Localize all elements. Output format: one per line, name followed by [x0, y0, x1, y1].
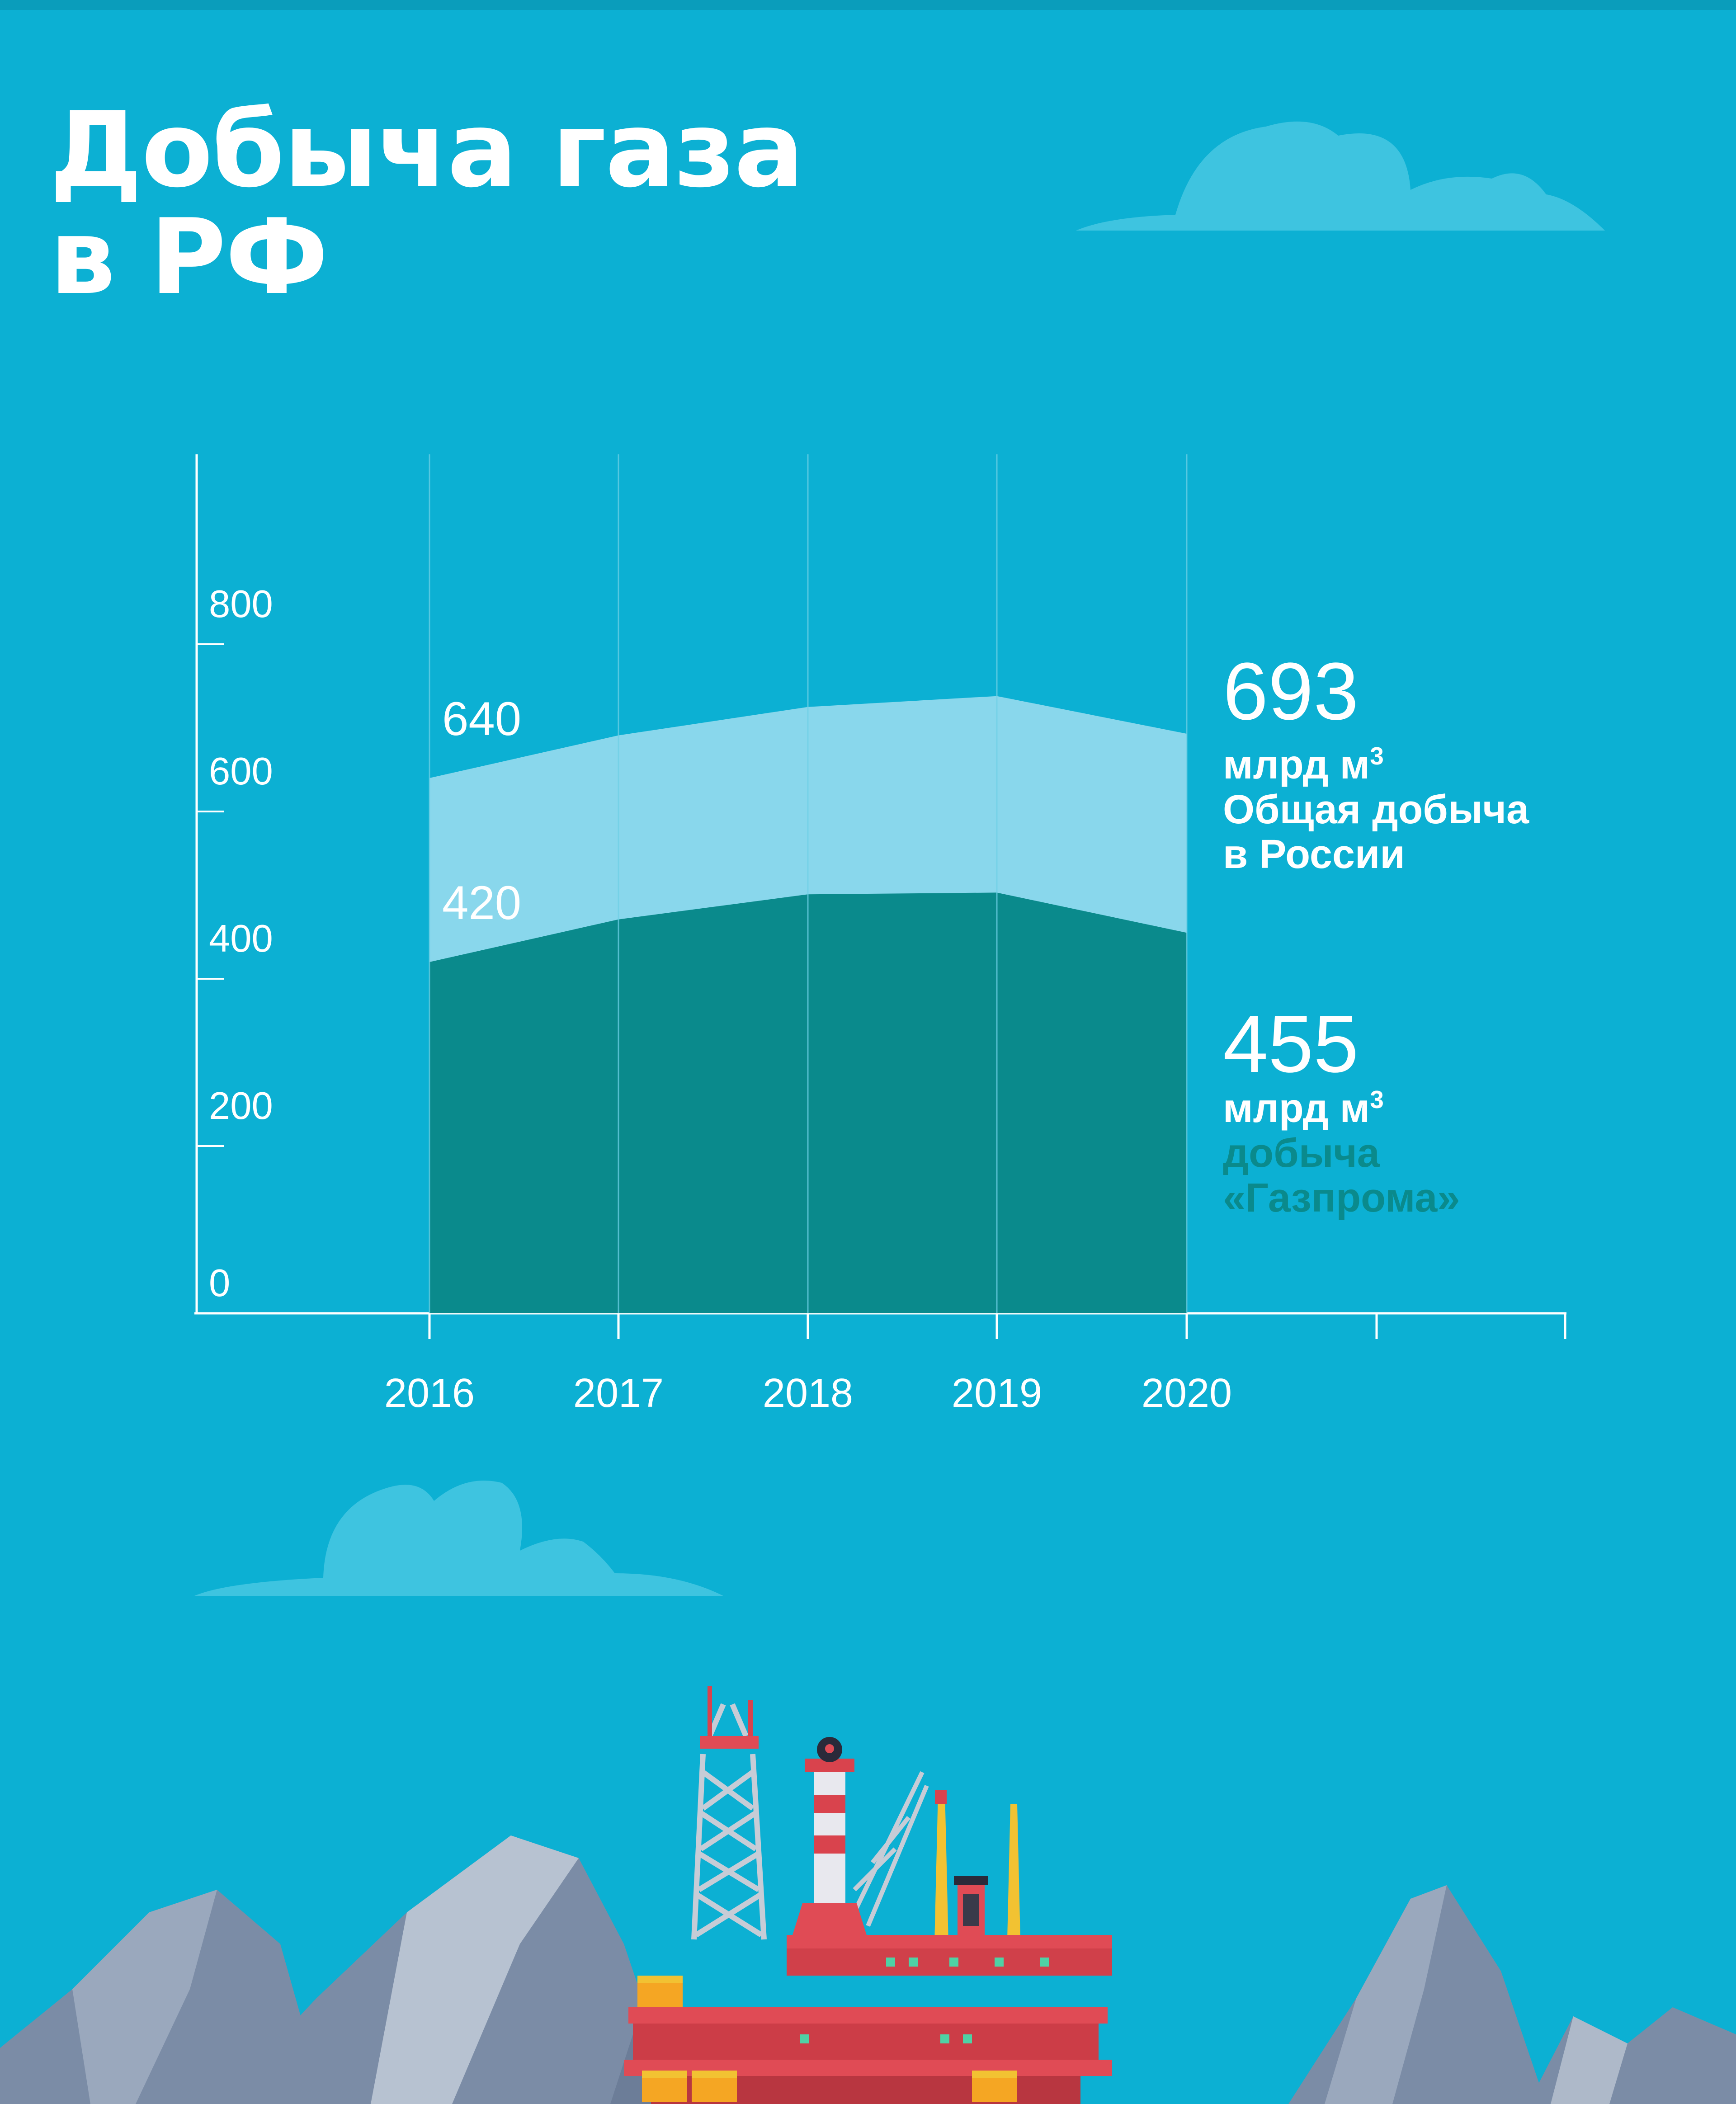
top-bar	[0, 0, 1736, 10]
data-label: 420	[442, 877, 521, 929]
annotation-total-desc-1: Общая добыча	[1223, 787, 1529, 832]
annotation-gazprom-desc-1: добыча	[1223, 1131, 1380, 1176]
annotation-total-unit-text: млрд м	[1223, 742, 1370, 788]
offshore-platform	[624, 1686, 1112, 2104]
annotation-total: 693 млрд м3 Общая добыча в России	[1223, 651, 1529, 877]
x-tick-label: 2016	[384, 1371, 475, 1416]
annotation-total-unit-sup: 3	[1370, 742, 1384, 770]
annotation-total-unit: млрд м3	[1223, 742, 1529, 788]
page-title: Добыча газа в РФ	[50, 90, 804, 318]
x-tick-label: 2019	[952, 1371, 1042, 1416]
page-title-line2: в РФ	[50, 197, 328, 318]
cloud-icon	[194, 1481, 723, 1596]
cloud-icon	[1076, 121, 1605, 231]
vertical-gridlines	[429, 454, 1188, 1313]
x-axis-ticks	[428, 1313, 1566, 1339]
page-title-line1: Добыча газа	[50, 90, 804, 211]
x-tick-label: 2017	[573, 1371, 664, 1416]
annotation-gazprom-desc-2: «Газпрома»	[1223, 1175, 1460, 1221]
y-tick-label: 200	[209, 1085, 273, 1127]
x-tick-label: 2018	[763, 1371, 853, 1416]
annotation-gazprom-unit-text: млрд м	[1223, 1086, 1370, 1131]
annotation-gazprom-value: 455	[1223, 999, 1359, 1090]
data-labels: 640 420	[442, 693, 521, 929]
area-chart: 0 200 400 600 800 2016 2017 2018 2019 2020 640 42…	[194, 454, 1566, 1416]
y-axis-labels: 0 200 400 600 800	[209, 583, 273, 1305]
data-label: 640	[442, 693, 521, 745]
annotation-gazprom-unit: млрд м3	[1223, 1086, 1460, 1131]
y-tick-label: 600	[209, 750, 273, 793]
rocky-mountains	[0, 1835, 1736, 2104]
x-axis-labels: 2016 2017 2018 2019 2020	[384, 1371, 1232, 1416]
y-tick-label: 800	[209, 583, 273, 626]
y-axis-ticks	[197, 643, 224, 1147]
y-tick-label: 0	[209, 1262, 230, 1305]
y-tick-label: 400	[209, 917, 273, 960]
x-tick-label: 2020	[1142, 1371, 1232, 1416]
annotation-total-value: 693	[1223, 646, 1359, 737]
annotation-total-desc-2: в России	[1223, 832, 1405, 877]
annotation-gazprom-unit-sup: 3	[1370, 1085, 1384, 1113]
annotation-gazprom: 455 млрд м3 добыча «Газпрома»	[1223, 1004, 1460, 1221]
